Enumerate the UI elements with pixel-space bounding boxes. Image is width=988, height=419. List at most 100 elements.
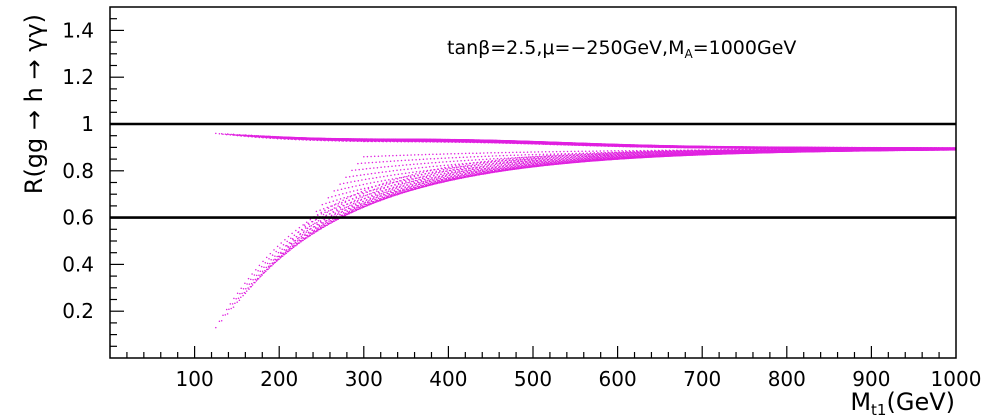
scatter-point: [322, 226, 325, 228]
scatter-point: [264, 261, 267, 264]
scatter-point: [358, 206, 361, 209]
scatter-point: [302, 239, 304, 242]
scatter-point: [244, 134, 247, 136]
scatter-point: [440, 180, 443, 182]
scatter-point: [631, 151, 634, 153]
scatter-point: [520, 156, 523, 159]
scatter-point: [271, 262, 274, 264]
scatter-point: [606, 152, 609, 154]
scatter-point: [280, 256, 283, 258]
scatter-point: [352, 208, 354, 211]
scatter-point: [528, 158, 531, 160]
scatter-point: [389, 196, 391, 198]
scatter-point: [423, 175, 425, 177]
scatter-point: [418, 172, 421, 174]
scatter-point: [252, 278, 254, 281]
scatter-point: [311, 229, 314, 231]
scatter-point: [310, 233, 313, 235]
scatter-point: [244, 292, 247, 295]
scatter-point: [272, 263, 274, 266]
scatter-point: [293, 234, 296, 237]
scatter-point: [222, 133, 224, 135]
scatter-point: [215, 326, 217, 329]
scatter-point: [330, 209, 332, 211]
scatter-point: [273, 262, 275, 264]
scatter-point: [417, 187, 419, 190]
scatter-point: [265, 256, 268, 259]
scatter-point: [373, 195, 375, 198]
scatter-point: [306, 227, 309, 230]
scatter-point: [324, 222, 327, 225]
scatter-point: [391, 182, 394, 184]
scatter-point: [242, 294, 244, 297]
scatter-point: [521, 159, 524, 161]
scatter-point: [424, 185, 426, 188]
scatter-point: [625, 152, 628, 155]
scatter-point: [498, 163, 500, 165]
scatter-point: [409, 189, 412, 192]
scatter-point: [244, 282, 246, 285]
scatter-point: [220, 319, 223, 322]
scatter-point: [527, 156, 530, 158]
scatter-point: [460, 170, 463, 173]
scatter-point: [268, 267, 271, 269]
scatter-point: [268, 265, 270, 267]
scatter-point: [226, 133, 229, 135]
scatter-point: [312, 230, 315, 232]
scatter-point: [513, 157, 515, 160]
scatter-point: [287, 136, 289, 139]
scatter-point: [400, 177, 403, 179]
scatter-point: [532, 158, 534, 160]
scatter-point: [224, 314, 227, 316]
scatter-point: [238, 299, 241, 301]
scatter-point: [525, 158, 527, 161]
scatter-point: [405, 180, 407, 182]
scatter-point: [262, 272, 264, 274]
scatter-point: [584, 155, 586, 158]
scatter-point: [251, 273, 253, 275]
scatter-point: [237, 297, 240, 300]
scatter-point: [289, 242, 292, 244]
scatter-point: [539, 157, 542, 159]
scatter-point: [335, 203, 337, 205]
scatter-point: [394, 192, 397, 195]
scatter-point: [457, 166, 459, 168]
scatter-point: [309, 218, 312, 221]
scatter-point: [403, 182, 406, 185]
scatter-point: [385, 197, 388, 200]
scatter-point: [476, 170, 478, 172]
scatter-point: [350, 211, 353, 214]
scatter-point: [274, 135, 276, 138]
scatter-point: [356, 207, 358, 209]
scatter-point: [250, 285, 253, 288]
scatter-point: [277, 255, 280, 258]
scatter-point: [322, 223, 324, 226]
scatter-point: [258, 264, 261, 267]
scatter-point: [225, 308, 228, 311]
scatter-point: [348, 213, 350, 215]
scatter-point: [380, 198, 383, 201]
scatter-point: [295, 229, 297, 232]
scatter-point: [469, 167, 471, 170]
scatter-point: [531, 155, 533, 158]
scatter-point: [599, 156, 602, 158]
scatter-point: [569, 156, 572, 159]
scatter-point: [456, 175, 459, 177]
scatter-point: [531, 161, 534, 163]
scatter-point: [521, 162, 523, 165]
scatter-point: [313, 232, 315, 234]
scatter-point: [362, 205, 364, 208]
scatter-point: [414, 179, 417, 182]
scatter-point: [311, 233, 314, 235]
scatter-point: [305, 221, 308, 223]
scatter-point: [301, 234, 304, 236]
scatter-point: [398, 191, 400, 193]
scatter-point: [427, 184, 430, 187]
scatter-point: [310, 224, 313, 227]
scatter-point: [322, 222, 324, 224]
scatter-point: [480, 165, 482, 168]
scatter-point: [366, 191, 368, 194]
scatter-point: [329, 219, 332, 222]
scatter-point: [419, 176, 422, 178]
scatter-point: [587, 155, 590, 158]
